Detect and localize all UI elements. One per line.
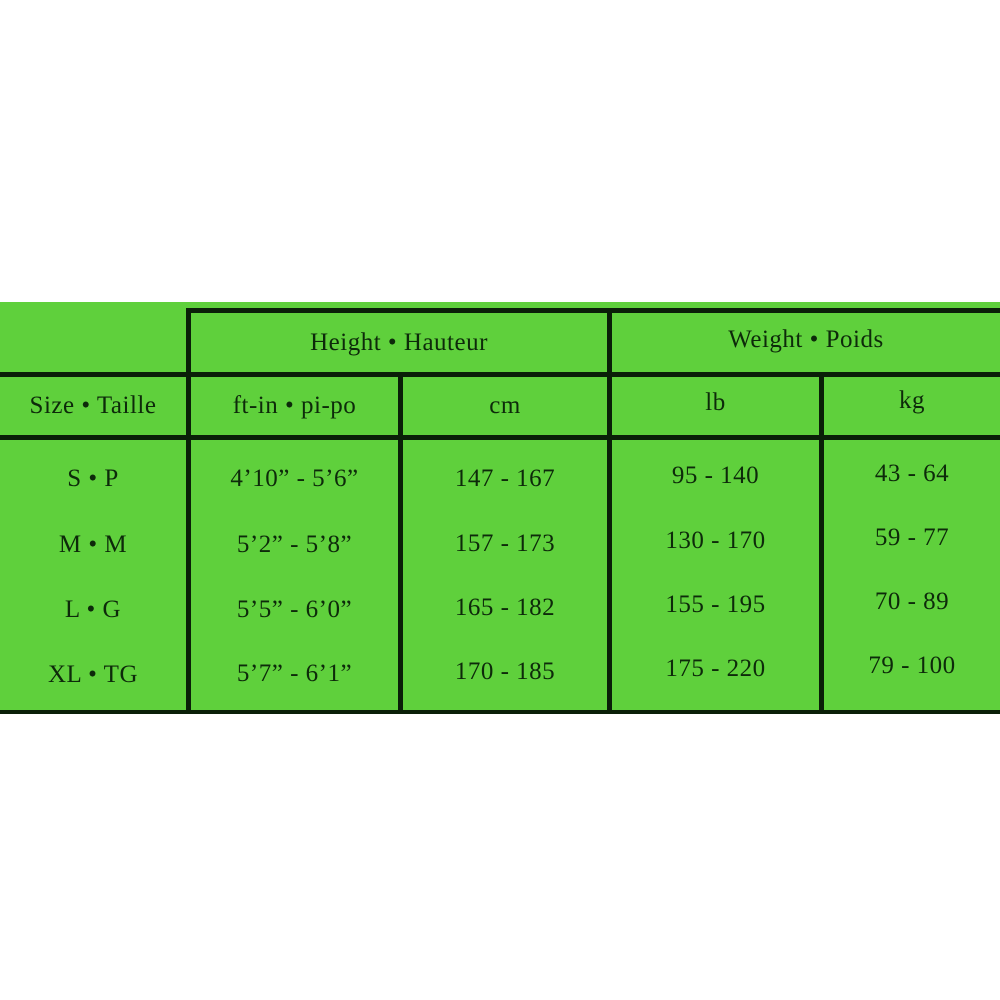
column-header-kg: kg	[899, 387, 925, 414]
divider	[0, 435, 1000, 440]
divider	[398, 372, 403, 714]
cell-kg: 70 - 89	[874, 588, 950, 615]
size-chart-table: Height • Hauteur Weight • Poids Size • T…	[0, 302, 1000, 714]
cell-lb: 175 - 220	[665, 655, 766, 682]
cell-lb: 155 - 195	[665, 591, 766, 618]
cell-cm: 147 - 167	[454, 465, 556, 492]
divider	[186, 308, 191, 714]
column-header-ft-in: ft-in • pi-po	[232, 392, 357, 419]
cell-size: XL • TG	[47, 661, 139, 688]
divider	[0, 710, 1000, 714]
cell-cm: 165 - 182	[454, 594, 556, 621]
cell-size: M • M	[58, 531, 128, 558]
cell-lb: 130 - 170	[665, 527, 766, 554]
cell-kg: 43 - 64	[874, 460, 950, 487]
cell-cm: 170 - 185	[454, 658, 556, 685]
divider	[607, 308, 612, 714]
cell-ft-in: 4’10” - 5’6”	[230, 465, 359, 492]
cell-cm: 157 - 173	[454, 530, 556, 557]
cell-kg: 59 - 77	[874, 524, 950, 551]
column-header-cm: cm	[489, 392, 521, 419]
divider	[819, 372, 824, 714]
cell-ft-in: 5’7” - 6’1”	[236, 660, 353, 687]
cell-ft-in: 5’2” - 5’8”	[236, 531, 353, 558]
group-header-weight: Weight • Poids	[728, 325, 884, 353]
cell-lb: 95 - 140	[671, 462, 760, 489]
cell-size: S • P	[67, 465, 119, 492]
column-header-lb: lb	[705, 389, 726, 416]
column-header-size: Size • Taille	[29, 392, 157, 419]
cell-kg: 79 - 100	[868, 652, 956, 679]
divider	[0, 372, 1000, 377]
cell-ft-in: 5’5” - 6’0”	[236, 596, 353, 623]
group-header-height: Height • Hauteur	[310, 328, 488, 356]
divider	[188, 308, 1000, 313]
cell-size: L • G	[64, 596, 122, 623]
